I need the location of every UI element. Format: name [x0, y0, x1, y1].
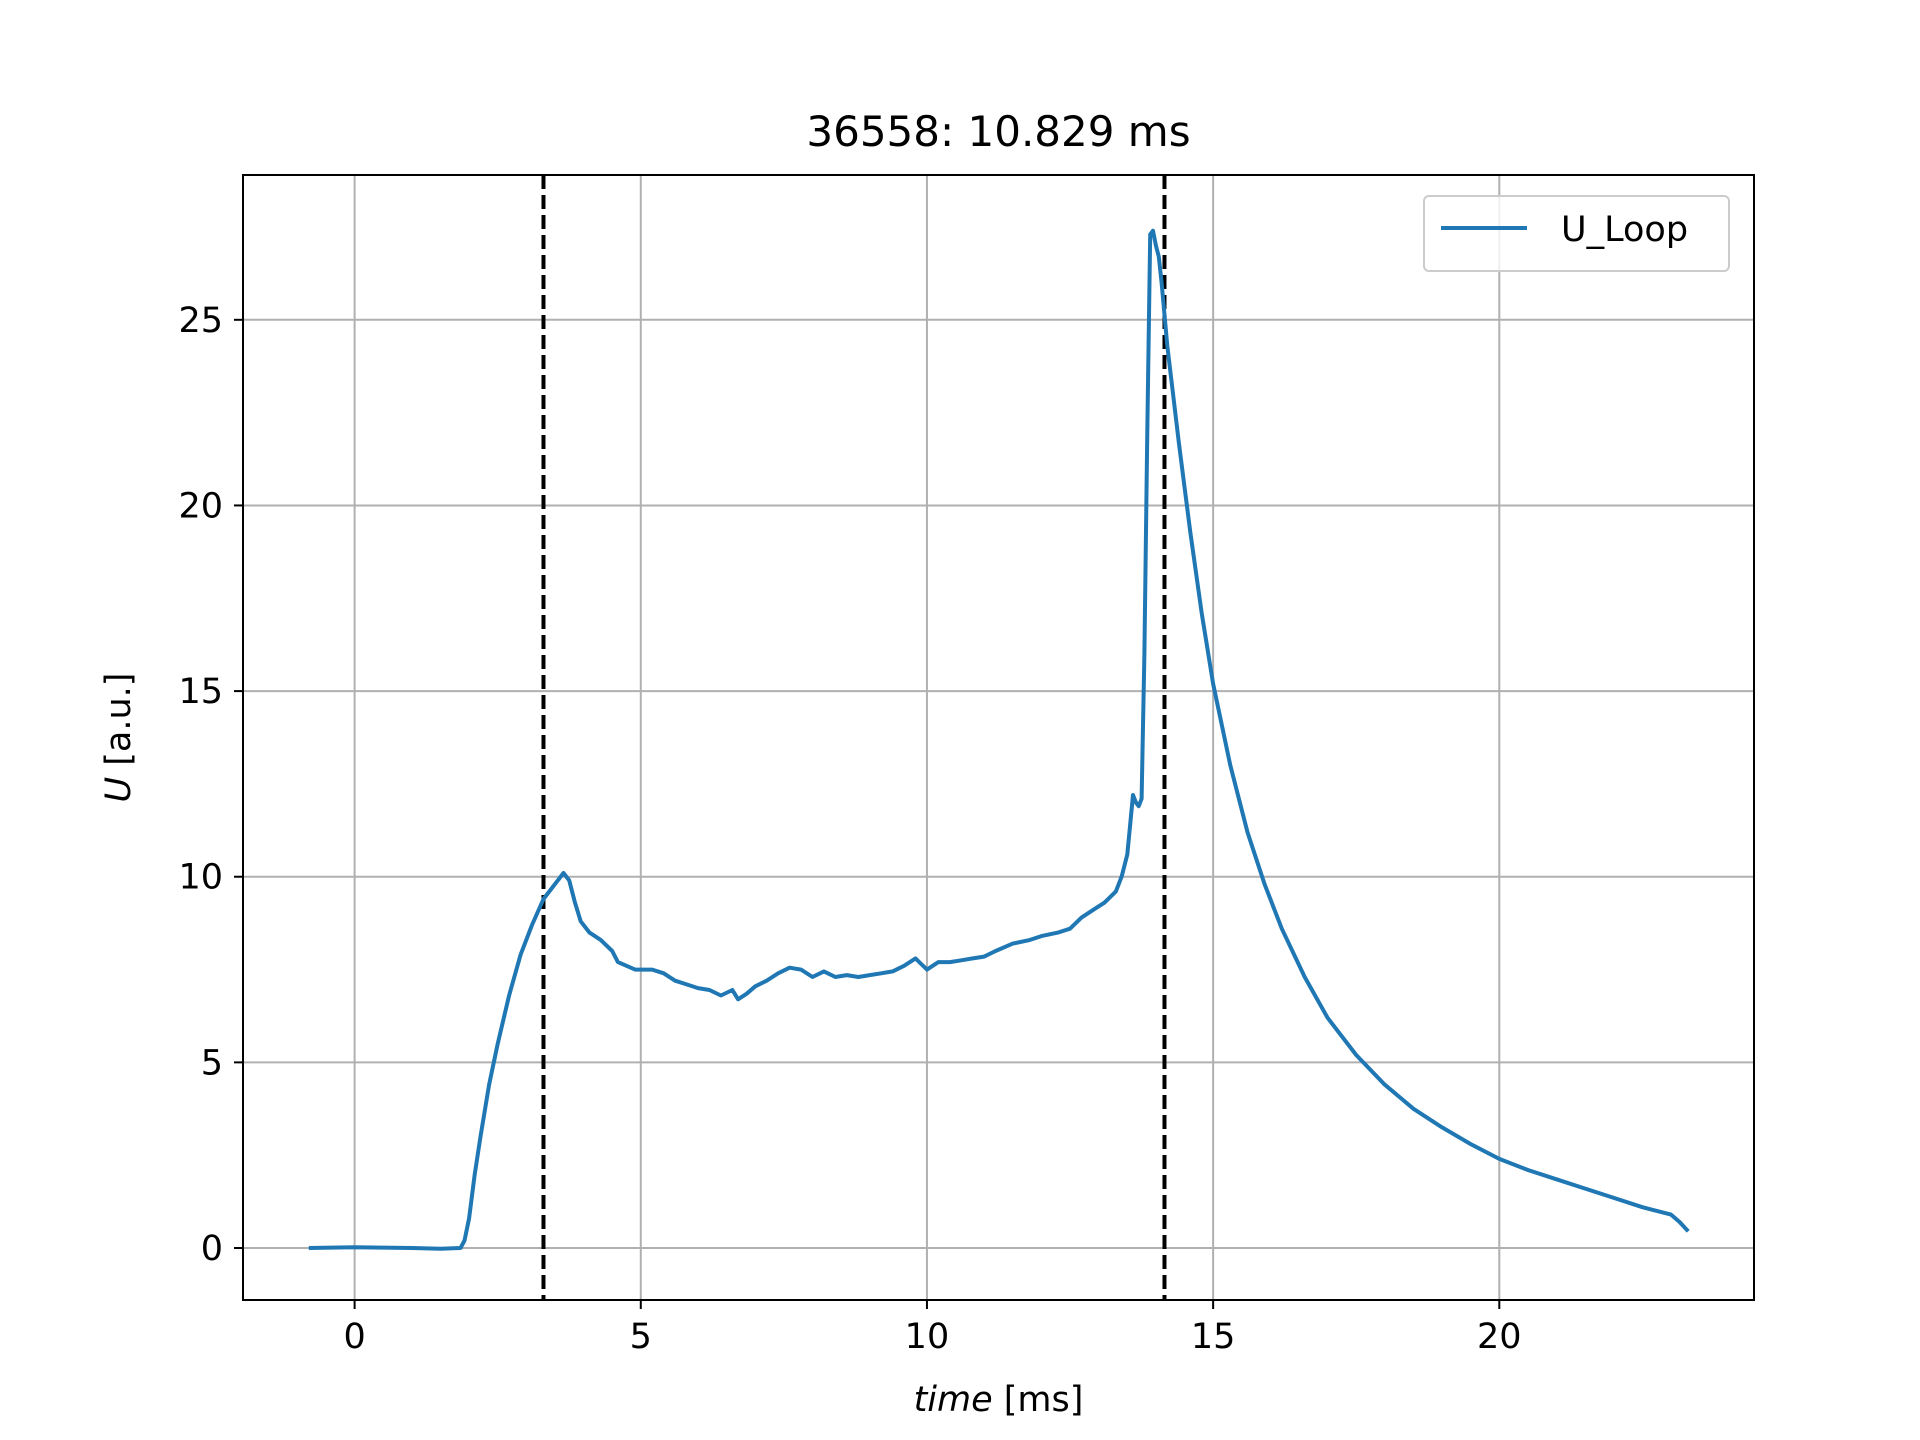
y-axis-label-variable: U — [99, 777, 139, 803]
y-tick-label: 0 — [201, 1229, 223, 1269]
y-axis-label: U [a.u.] — [99, 673, 139, 803]
x-axis-label: time [ms] — [914, 1380, 1084, 1420]
legend-box — [1423, 195, 1730, 272]
x-tick-label: 0 — [343, 1317, 365, 1357]
y-axis-label-unit: [a.u.] — [99, 673, 139, 777]
grid — [243, 175, 1754, 1300]
reference-lines — [541, 175, 1167, 1300]
x-axis-label-unit: [ms] — [993, 1380, 1084, 1420]
series-layer — [308, 228, 1690, 1251]
ticks: 0 5 10 15 20 0 5 10 15 20 25 — [178, 301, 1521, 1357]
x-tick-label: 10 — [905, 1317, 950, 1357]
series-line-u-loop — [308, 228, 1690, 1251]
y-tick-label: 10 — [178, 858, 223, 898]
chart-title: 36558: 10.829 ms — [806, 107, 1190, 156]
legend-label-u-loop: U_Loop — [1561, 210, 1688, 250]
x-tick-label: 20 — [1477, 1317, 1522, 1357]
y-tick-label: 20 — [178, 486, 223, 526]
x-axis-label-variable: time — [914, 1380, 993, 1420]
legend: U_Loop — [1423, 195, 1730, 272]
x-tick-label: 5 — [630, 1317, 652, 1357]
y-tick-label: 15 — [178, 672, 223, 712]
y-tick-label: 25 — [178, 301, 223, 341]
x-tick-label: 15 — [1191, 1317, 1236, 1357]
y-tick-label: 5 — [201, 1043, 223, 1083]
plot-frame — [242, 174, 1755, 1301]
